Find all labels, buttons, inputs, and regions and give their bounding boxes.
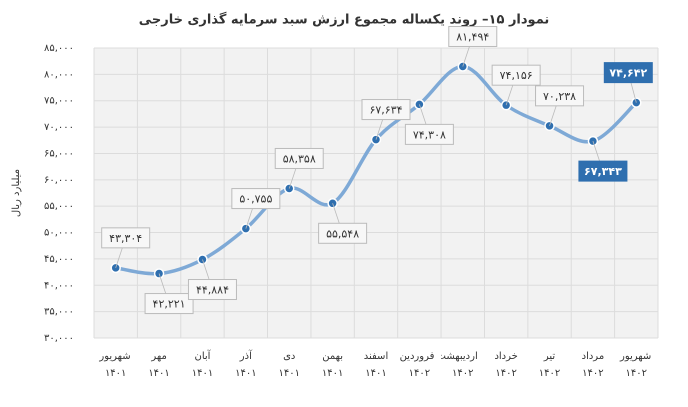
y-tick-label: ۴۰,۰۰۰ [44, 280, 74, 291]
y-tick-label: ۶۰,۰۰۰ [44, 175, 74, 186]
x-tick-wrap: شهریور ۱۴۰۲ [620, 351, 652, 379]
x-tick-label: دی ۱۴۰۱ [278, 351, 300, 379]
x-tick-wrap: مهر ۱۴۰۱ [148, 351, 170, 379]
data-label: ۷۴,۱۵۶ [500, 69, 533, 82]
x-tick-label: اردیبهشت ۱۴۰۲ [441, 351, 478, 379]
x-tick-wrap: بهمن ۱۴۰۱ [321, 351, 344, 379]
x-tick-label: شهریور ۱۴۰۱ [99, 351, 131, 379]
y-tick-label: ۴۵,۰۰۰ [44, 254, 74, 265]
y-tick-label: ۸۰,۰۰۰ [44, 69, 74, 80]
label-box [231, 188, 281, 210]
x-tick-label: فروردین ۱۴۰۲ [399, 351, 435, 379]
x-tick-wrap: مرداد ۱۴۰۲ [581, 351, 605, 379]
label-box [603, 62, 653, 84]
x-tick-label: شهریور ۱۴۰۲ [620, 351, 652, 379]
x-tick-wrap: خرداد ۱۴۰۲ [494, 351, 518, 379]
x-tick-wrap: اردیبهشت ۱۴۰۲ [441, 351, 478, 379]
y-tick-label: ۷۰,۰۰۰ [44, 122, 74, 133]
x-tick-label: اسفند ۱۴۰۱ [363, 351, 389, 379]
data-label: ۴۲,۲۲۱ [153, 298, 186, 311]
y-tick-label: ۸۵,۰۰۰ [44, 43, 74, 54]
x-tick-wrap: تیر ۱۴۰۲ [538, 351, 561, 379]
y-axis-label: میلیارد ریال [11, 169, 22, 217]
label-box [535, 85, 585, 107]
data-label: ۸۱,۴۹۴ [456, 30, 489, 43]
data-label: ۵۸,۳۵۸ [283, 152, 316, 165]
x-tick-label: مهر ۱۴۰۱ [148, 351, 170, 379]
label-box [187, 279, 237, 301]
y-tick-label: ۳۵,۰۰۰ [44, 307, 74, 318]
data-label: ۷۰,۲۳۸ [543, 90, 576, 103]
x-tick-label: آبان ۱۴۰۱ [191, 351, 214, 379]
x-tick-wrap: فروردین ۱۴۰۲ [399, 351, 435, 379]
x-tick-wrap: شهریور ۱۴۰۱ [99, 351, 131, 379]
data-label: ۷۴,۶۴۲ [609, 67, 647, 80]
label-box [274, 147, 324, 169]
label-box [448, 25, 498, 47]
label-box [361, 99, 411, 121]
x-tick-label: تیر ۱۴۰۲ [538, 351, 561, 379]
data-label: ۴۳,۳۰۴ [109, 232, 142, 245]
x-tick-wrap: آبان ۱۴۰۱ [191, 351, 214, 379]
x-tick-wrap: آذر ۱۴۰۱ [235, 351, 257, 379]
y-tick-label: ۵۵,۰۰۰ [44, 201, 74, 212]
x-tick-wrap: دی ۱۴۰۱ [278, 351, 300, 379]
y-tick-label: ۳۰,۰۰۰ [44, 333, 74, 344]
data-label: ۵۵,۵۴۸ [326, 227, 359, 240]
data-label: ۷۴,۳۰۸ [413, 128, 446, 141]
label-box [144, 293, 194, 315]
y-tick-label: ۵۰,۰۰۰ [44, 228, 74, 239]
data-label: ۴۴,۸۸۴ [196, 284, 229, 297]
label-box [578, 160, 628, 182]
y-tick-label: ۷۵,۰۰۰ [44, 96, 74, 107]
label-box [404, 123, 454, 145]
x-tick-label: خرداد ۱۴۰۲ [494, 351, 518, 379]
chart-title: نمودار ۱۵– روند یکساله مجموع ارزش سبد سر… [139, 12, 550, 28]
label-box [491, 64, 541, 86]
label-box [318, 222, 368, 244]
x-tick-label: مرداد ۱۴۰۲ [581, 351, 605, 379]
x-tick-label: بهمن ۱۴۰۱ [321, 351, 344, 379]
label-box [101, 227, 151, 249]
data-label: ۶۷,۶۳۴ [369, 104, 402, 117]
x-tick-label: آذر ۱۴۰۱ [235, 351, 257, 379]
x-tick-wrap: اسفند ۱۴۰۱ [363, 351, 389, 379]
y-tick-label: ۶۵,۰۰۰ [44, 148, 74, 159]
data-label: ۶۷,۳۴۳ [584, 165, 622, 178]
data-label: ۵۰,۷۵۵ [239, 193, 272, 206]
